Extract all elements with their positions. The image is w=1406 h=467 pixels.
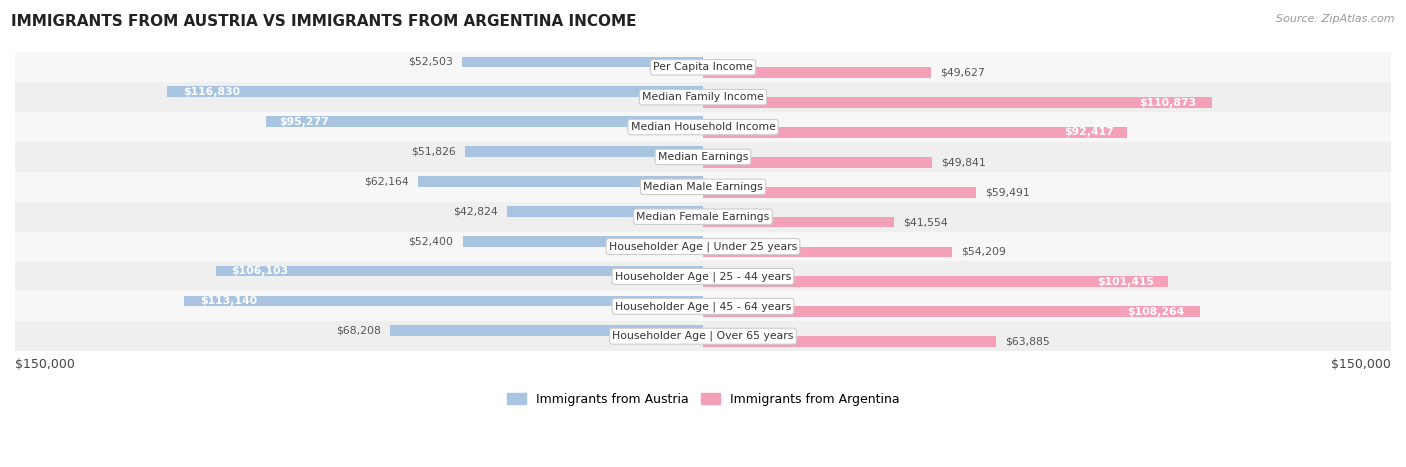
Bar: [506, 206, 703, 217]
Bar: [389, 325, 703, 336]
Text: Median Female Earnings: Median Female Earnings: [637, 212, 769, 222]
Bar: [703, 336, 995, 347]
Bar: [703, 276, 1168, 287]
Bar: [217, 266, 703, 276]
Text: Householder Age | 45 - 64 years: Householder Age | 45 - 64 years: [614, 301, 792, 311]
Text: Median Family Income: Median Family Income: [643, 92, 763, 102]
Bar: [703, 217, 894, 227]
Bar: [463, 236, 703, 247]
Text: $49,841: $49,841: [941, 157, 986, 167]
Bar: [15, 52, 1391, 82]
Text: $113,140: $113,140: [200, 296, 257, 306]
Text: $101,415: $101,415: [1097, 277, 1154, 287]
Text: $52,400: $52,400: [409, 236, 454, 246]
Bar: [703, 67, 931, 78]
Text: $116,830: $116,830: [183, 87, 240, 97]
Text: Per Capita Income: Per Capita Income: [652, 62, 754, 72]
Text: $150,000: $150,000: [1331, 358, 1391, 371]
Bar: [15, 321, 1391, 351]
Text: $110,873: $110,873: [1139, 98, 1197, 107]
Text: $62,164: $62,164: [364, 177, 409, 186]
Text: Median Male Earnings: Median Male Earnings: [643, 182, 763, 192]
Bar: [15, 172, 1391, 202]
Text: $95,277: $95,277: [280, 117, 329, 127]
Text: $54,209: $54,209: [960, 247, 1005, 257]
Bar: [15, 262, 1391, 291]
Legend: Immigrants from Austria, Immigrants from Argentina: Immigrants from Austria, Immigrants from…: [502, 388, 904, 410]
Bar: [418, 176, 703, 187]
Text: Householder Age | Over 65 years: Householder Age | Over 65 years: [612, 331, 794, 341]
Bar: [15, 232, 1391, 262]
Text: Householder Age | Under 25 years: Householder Age | Under 25 years: [609, 241, 797, 252]
Text: $41,554: $41,554: [903, 217, 948, 227]
Text: $59,491: $59,491: [986, 187, 1029, 197]
Text: $63,885: $63,885: [1005, 337, 1050, 347]
Bar: [15, 112, 1391, 142]
Text: $51,826: $51,826: [412, 147, 456, 156]
Bar: [266, 116, 703, 127]
Text: $106,103: $106,103: [231, 266, 288, 276]
Text: IMMIGRANTS FROM AUSTRIA VS IMMIGRANTS FROM ARGENTINA INCOME: IMMIGRANTS FROM AUSTRIA VS IMMIGRANTS FR…: [11, 14, 637, 29]
Text: $150,000: $150,000: [15, 358, 75, 371]
Bar: [703, 306, 1199, 317]
Bar: [703, 247, 952, 257]
Text: $52,503: $52,503: [408, 57, 453, 67]
Text: $108,264: $108,264: [1128, 307, 1185, 317]
Bar: [703, 187, 976, 198]
Text: Median Household Income: Median Household Income: [630, 122, 776, 132]
Text: $92,417: $92,417: [1064, 127, 1114, 137]
Bar: [167, 86, 703, 97]
Bar: [15, 202, 1391, 232]
Bar: [15, 291, 1391, 321]
Text: $49,627: $49,627: [939, 68, 984, 78]
Bar: [184, 296, 703, 306]
Bar: [703, 157, 932, 168]
Text: $42,824: $42,824: [453, 206, 498, 216]
Bar: [463, 57, 703, 67]
Bar: [15, 82, 1391, 112]
Text: $68,208: $68,208: [336, 326, 381, 336]
Bar: [703, 127, 1126, 138]
Text: Source: ZipAtlas.com: Source: ZipAtlas.com: [1277, 14, 1395, 24]
Bar: [703, 97, 1212, 108]
Bar: [465, 146, 703, 157]
Text: Median Earnings: Median Earnings: [658, 152, 748, 162]
Text: Householder Age | 25 - 44 years: Householder Age | 25 - 44 years: [614, 271, 792, 282]
Bar: [15, 142, 1391, 172]
